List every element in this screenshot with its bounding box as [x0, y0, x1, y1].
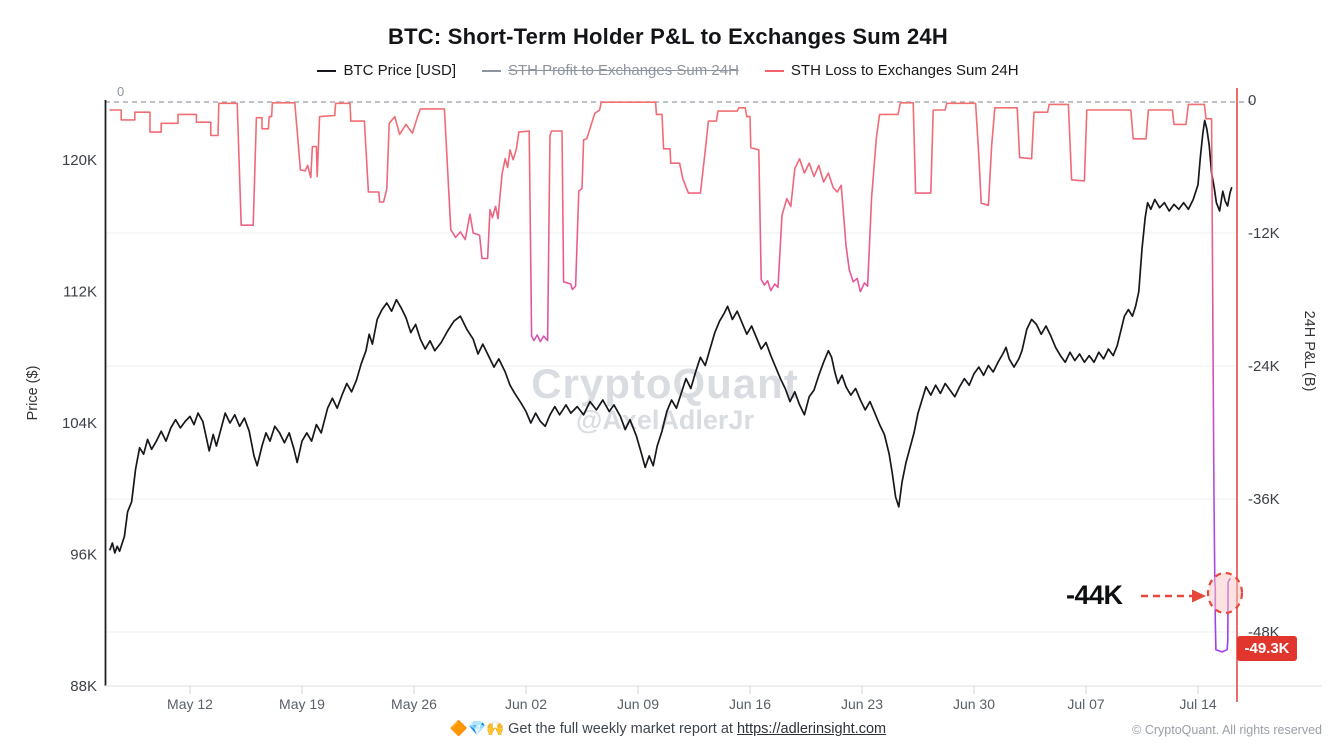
- watermark-handle: @AxelAdlerJr: [576, 405, 754, 436]
- legend-item-label: STH Profit to Exchanges Sum 24H: [507, 62, 739, 79]
- copyright-notice: © CryptoQuant. All rights reserved: [1132, 723, 1322, 737]
- x-tick-label: Jun 30: [953, 696, 995, 712]
- footer-emojis: 🔶💎🙌: [449, 721, 505, 737]
- pnl-axis-ticks: 0-12K-24K-36K-48K: [1248, 92, 1280, 641]
- x-tick-label: Jun 09: [617, 696, 659, 712]
- btc-price-line: [109, 119, 1233, 554]
- legend-item-0[interactable]: BTC Price [USD]: [317, 62, 456, 79]
- price-tick-label: 104K: [62, 415, 97, 432]
- legend-item-1[interactable]: STH Profit to Exchanges Sum 24H: [481, 62, 739, 79]
- legend-item-label: BTC Price [USD]: [343, 62, 456, 79]
- x-tick-label: Jul 07: [1067, 696, 1105, 712]
- x-tick-label: Jun 16: [729, 696, 771, 712]
- footer-text: Get the full weekly market report at: [508, 721, 733, 737]
- legend-dash-icon: [317, 69, 337, 72]
- watermark: CryptoQuant @AxelAdlerJr: [531, 360, 799, 436]
- page-title: BTC: Short-Term Holder P&L to Exchanges …: [388, 24, 948, 49]
- legend-item-2[interactable]: STH Loss to Exchanges Sum 24H: [764, 62, 1019, 79]
- footer-promo: 🔶💎🙌 Get the full weekly market report at…: [450, 720, 886, 737]
- chart-legend: BTC Price [USD] STH Profit to Exchanges S…: [0, 62, 1336, 79]
- watermark-brand: CryptoQuant: [531, 360, 799, 407]
- legend-dash-icon: [481, 69, 501, 72]
- price-tick-label: 96K: [70, 547, 97, 564]
- x-axis-ticks: May 12 May 19 May 26 Jun 02 Jun 09 Jun 16 Jun …: [167, 686, 1217, 712]
- last-value-badge: -49.3K: [1237, 636, 1297, 661]
- price-tick-label: 120K: [62, 152, 97, 169]
- zero-axis-label: 0: [117, 84, 125, 99]
- pnl-tick-label: -12K: [1248, 225, 1280, 242]
- pnl-tick-label: -36K: [1248, 491, 1280, 508]
- price-tick-label: 112K: [63, 284, 97, 301]
- legend-dash-icon: [764, 69, 784, 72]
- highlight-circle: [1206, 571, 1244, 615]
- footer-link[interactable]: https://adlerinsight.com: [736, 721, 887, 737]
- legend-item-label: STH Loss to Exchanges Sum 24H: [790, 62, 1019, 79]
- x-tick-label: May 26: [391, 696, 437, 712]
- x-tick-label: Jun 02: [505, 696, 547, 712]
- x-tick-label: May 19: [279, 696, 325, 712]
- annotation-arrow-head: [1192, 589, 1206, 603]
- price-tick-label: 88K: [70, 678, 97, 695]
- x-tick-label: Jun 23: [841, 696, 883, 712]
- pnl-tick-label: 0: [1248, 92, 1256, 109]
- pnl-tick-label: -24K: [1248, 358, 1280, 375]
- spike-annotation-label: -44K: [1066, 580, 1123, 610]
- price-axis-ticks: 120K 112K 104K 96K 88K: [62, 152, 97, 695]
- price-axis-title: Price ($): [25, 366, 41, 421]
- x-tick-label: Jul 14: [1179, 696, 1217, 712]
- x-tick-label: May 12: [167, 696, 213, 712]
- pnl-axis-title: 24H P&L (B): [1301, 311, 1317, 392]
